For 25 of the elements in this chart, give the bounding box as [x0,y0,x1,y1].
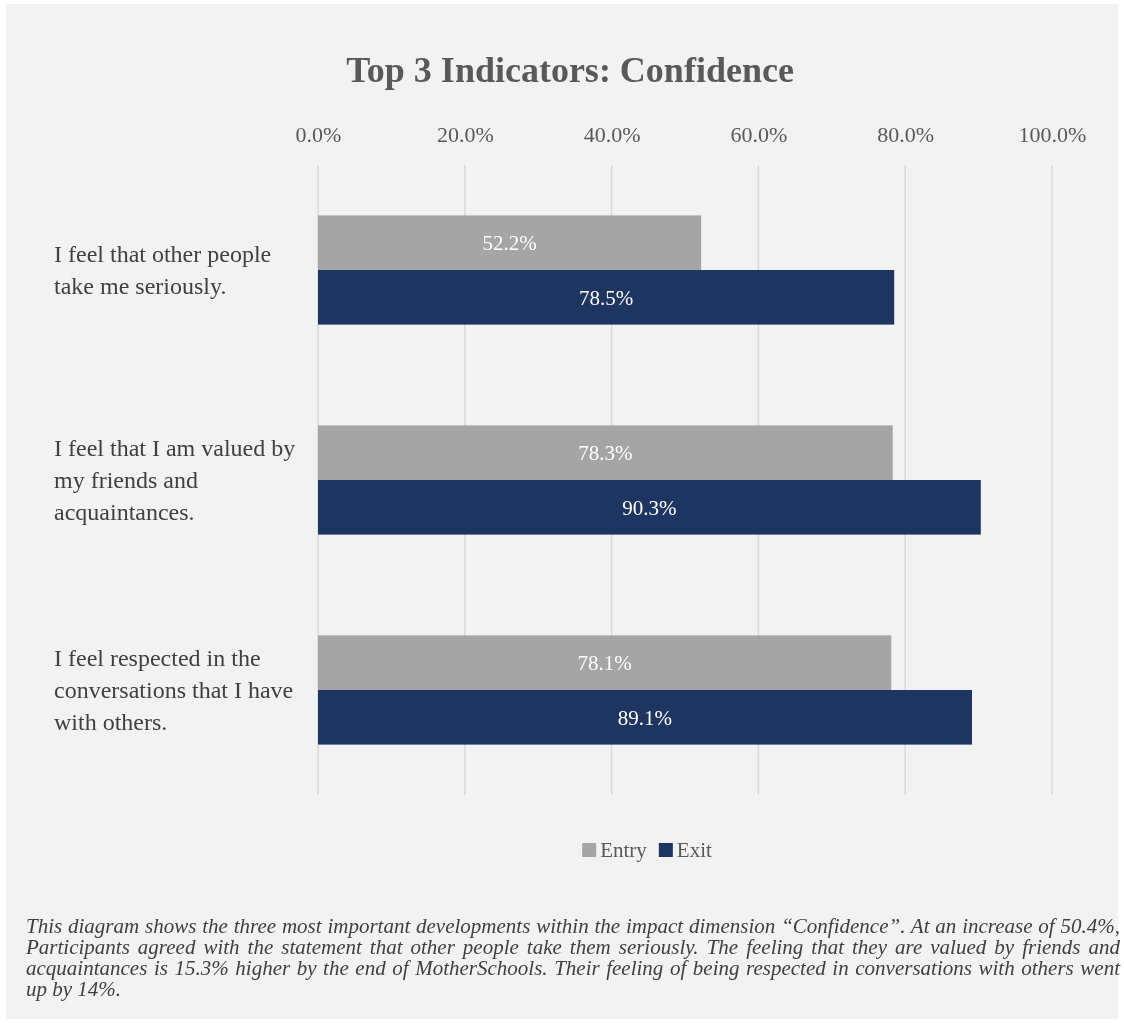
chart-title: Top 3 Indicators: Confidence [346,50,794,90]
bar [318,480,981,535]
x-tick-label: 40.0% [583,122,641,147]
x-tick-label: 80.0% [877,122,935,147]
data-label: 90.3% [622,495,677,520]
text: This diagram shows the three most important developments within the impact dimension “Confidence”. At an increase of 50.4%, Participants agreed with the statement that other people take them seriously. The feeling that they are valued by friends and acquaintances is 15.3% higher by the end of MotherSchools. Their feeling of being respected in conversations with others went up by 14%. [26,914,1120,1001]
data-label: 78.1% [577,651,632,676]
y-tick-label: I feel respected in the conversations that I have with others. [54,645,294,736]
legend-label: Exit [676,838,712,863]
x-tick-label: 20.0% [436,122,494,147]
data-label: 89.1% [617,705,673,730]
data-label: 78.5% [578,285,634,310]
bar [318,690,972,745]
legend-label: Entry [600,838,648,863]
bar [318,635,892,690]
y-tick-label: I feel that I am valued by my friends and acquaintances. [54,435,296,526]
y-tick-label: I feel that other people take me seriously. [54,241,272,300]
bar [318,215,702,270]
x-tick-label: 100.0% [1018,122,1087,147]
bar [318,270,895,325]
x-tick-label: 60.0% [730,122,788,147]
x-tick-label: 0.0% [295,122,342,147]
bar [318,425,893,480]
data-label: 52.2% [482,231,537,256]
data-label: 78.3% [578,441,633,466]
